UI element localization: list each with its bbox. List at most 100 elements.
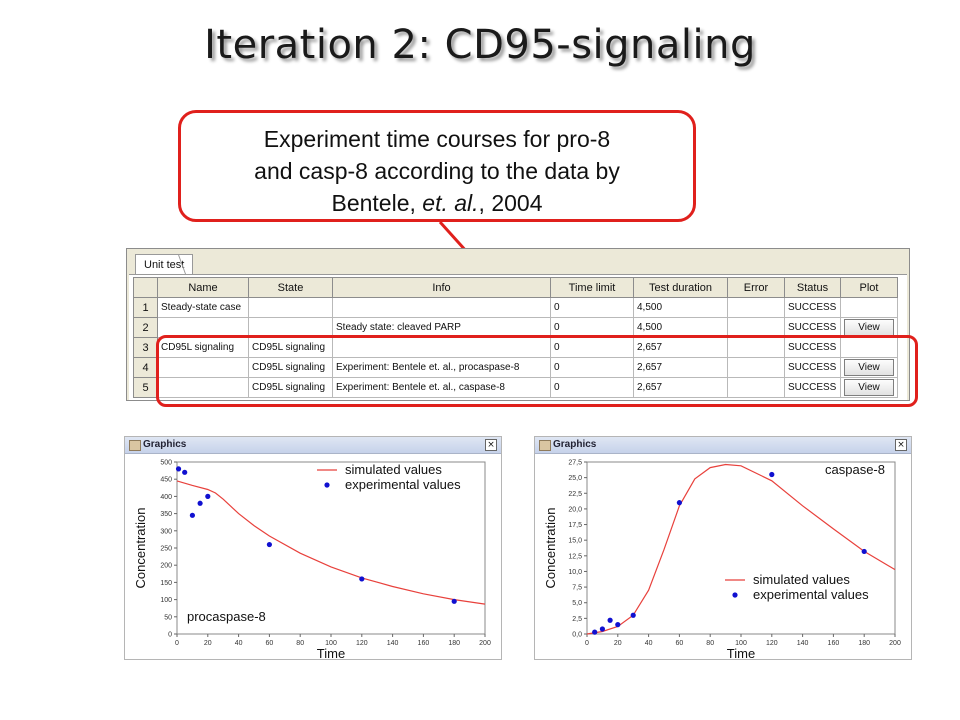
x-tick-label: 180 [448, 640, 460, 647]
view-plot-button[interactable]: View [844, 379, 894, 396]
y-tick-label: 150 [160, 580, 172, 587]
cell-time-limit: 0 [550, 297, 634, 318]
table-row[interactable]: 1 Steady-state case 0 4,500 SUCCESS [133, 297, 898, 318]
legend-label: simulated values [753, 572, 850, 587]
y-tick-label: 200 [160, 563, 172, 570]
data-point-experimental [607, 617, 613, 623]
window-titlebar[interactable]: Graphics × [125, 437, 501, 454]
view-plot-button[interactable]: View [844, 359, 894, 376]
legend-dot-symbol [732, 592, 738, 598]
y-tick-label: 50 [164, 614, 172, 621]
x-tick-label: 120 [766, 640, 778, 647]
series-line-simulated [176, 480, 486, 605]
y-tick-label: 5,0 [572, 600, 582, 607]
x-axis-label: Time [727, 646, 755, 659]
x-tick-label: 100 [735, 640, 747, 647]
y-tick-label: 0 [168, 632, 172, 639]
view-plot-button[interactable]: View [844, 319, 894, 336]
column-header[interactable]: Plot [840, 277, 898, 298]
highlight-rows-3-5 [156, 335, 918, 407]
column-header[interactable]: Info [332, 277, 551, 298]
row-number: 5 [133, 377, 158, 398]
row-number: 3 [133, 337, 158, 358]
plot-area [176, 461, 486, 635]
x-tick-label: 140 [797, 640, 809, 647]
x-tick-label: 200 [479, 640, 491, 647]
cell-info [332, 297, 551, 318]
column-header[interactable]: Status [784, 277, 841, 298]
x-tick-label: 80 [296, 640, 304, 647]
column-header[interactable]: Name [157, 277, 249, 298]
column-header[interactable]: Error [727, 277, 785, 298]
close-icon[interactable]: × [895, 439, 907, 451]
data-point-experimental [266, 541, 272, 548]
plot-cell: View [840, 377, 898, 398]
table-row[interactable]: 3 CD95L signaling CD95L signaling 0 2,657 SUC… [133, 337, 898, 358]
data-point-experimental [861, 548, 867, 555]
window-titlebar[interactable]: Graphics × [535, 437, 911, 454]
y-tick-label: 500 [160, 460, 172, 467]
x-tick-label: 60 [676, 640, 684, 647]
y-tick-label: 7,5 [572, 585, 582, 592]
data-point-experimental [182, 469, 188, 475]
table-header-row: Name State Info Time limit Test duration… [133, 277, 898, 298]
plot-area [586, 461, 896, 635]
procaspase-chart: 0 50 100 150 200 250 300 350 400 450 500 0 20 40 60 80 1… [133, 460, 491, 660]
y-tick-label: 400 [160, 494, 172, 501]
y-tick-label: 12,5 [568, 553, 582, 560]
x-tick-label: 40 [645, 640, 653, 647]
y-tick-label: 450 [160, 477, 172, 484]
y-tick-label: 300 [160, 528, 172, 535]
unit-test-table: Name State Info Time limit Test duration… [133, 277, 898, 398]
x-tick-label: 80 [706, 640, 714, 647]
y-tick-label: 20,0 [568, 506, 582, 513]
y-tick-label: 15,0 [568, 538, 582, 545]
caspase-chart: 0,0 2,5 5,0 7,5 10,0 12,5 15,0 17,5 20,0 22,5 25,0… [543, 460, 901, 660]
x-tick-label: 180 [858, 640, 870, 647]
column-header[interactable]: Test duration [633, 277, 728, 298]
column-header[interactable]: Time limit [550, 277, 634, 298]
x-tick-label: 40 [235, 640, 243, 647]
data-point-experimental [359, 576, 365, 582]
corner-header [133, 277, 158, 298]
legend-label: simulated values [345, 462, 442, 477]
plot-cell: View [840, 357, 898, 378]
data-point-experimental [197, 500, 203, 506]
callout-text: Experiment time courses for pro-8 and ca… [181, 123, 693, 219]
series-line-simulated [586, 463, 896, 635]
x-tick-label: 160 [418, 640, 430, 647]
y-tick-label: 100 [160, 597, 172, 604]
app-window-icon [129, 440, 141, 451]
table-row[interactable]: 2 Steady state: cleaved PARP 0 4,500 SUCCESS… [133, 317, 898, 338]
table-row[interactable]: 4 CD95L signaling Experiment: Bentele et. … [133, 357, 898, 378]
x-tick-label: 120 [356, 640, 368, 647]
close-icon[interactable]: × [485, 439, 497, 451]
cell-status: SUCCESS [784, 297, 841, 318]
data-point-experimental [189, 512, 195, 518]
x-tick-label: 20 [614, 640, 622, 647]
y-tick-label: 350 [160, 511, 172, 518]
y-tick-label: 250 [160, 546, 172, 553]
cell-info: Experiment: Bentele et. al., caspase-8 [332, 377, 551, 398]
column-header[interactable]: State [248, 277, 333, 298]
chart-annotation: caspase-8 [825, 462, 885, 477]
slide-title: Iteration 2: CD95-signaling [204, 22, 756, 68]
tab-unit-test[interactable]: Unit test [135, 254, 194, 275]
row-number: 4 [133, 357, 158, 378]
callout-line-1: Experiment time courses for pro-8 [263, 126, 611, 152]
data-point-experimental [205, 493, 211, 499]
x-tick-label: 60 [266, 640, 274, 647]
data-point-experimental [769, 471, 775, 478]
legend-dot-symbol [324, 482, 330, 488]
data-point-experimental [630, 612, 636, 618]
x-tick-label: 0 [175, 640, 179, 647]
data-point-experimental [451, 598, 457, 604]
y-tick-label: 17,5 [568, 522, 582, 529]
y-tick-label: 10,0 [568, 569, 582, 576]
table-row[interactable]: 5 CD95L signaling Experiment: Bentele et. … [133, 377, 898, 398]
graphics-window-procaspase: Graphics × 0 50 100 150 200 250 300 350 400 450 50… [124, 436, 502, 660]
x-tick-label: 140 [387, 640, 399, 647]
data-point-experimental [615, 622, 621, 628]
x-tick-label: 100 [325, 640, 337, 647]
plot-cell [840, 297, 898, 318]
